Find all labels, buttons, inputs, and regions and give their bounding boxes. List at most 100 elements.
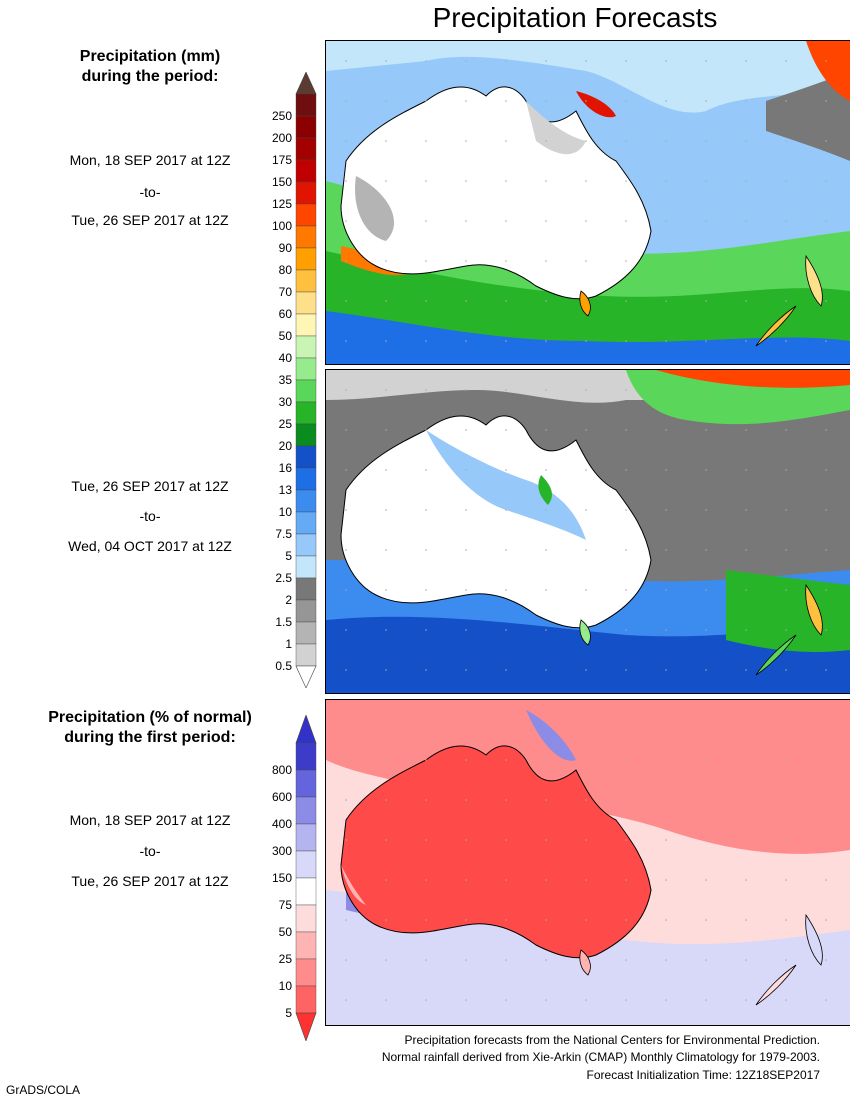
period3-sep: -to- [139, 843, 161, 859]
mm-scale-tick-label: 70 [278, 285, 292, 299]
mm-scale-tick-label: 1 [285, 637, 292, 651]
period3-start: Mon, 18 SEP 2017 at 12Z [69, 812, 231, 828]
mm-scale-bottom-cap [295, 665, 317, 689]
mm-scale-tick-label: 200 [271, 131, 292, 145]
pct-scale-tick-label: 300 [271, 844, 292, 858]
mm-scale-swatch [295, 159, 317, 183]
mm-scale-tick-label: 150 [271, 175, 292, 189]
pct-scale-swatch [295, 823, 317, 852]
mm-scale-tick-label: 7.5 [275, 527, 292, 541]
period1-end: Tue, 26 SEP 2017 at 12Z [71, 212, 229, 228]
mm-scale-tick-label: 50 [278, 329, 292, 343]
pct-scale-tick-label: 75 [278, 898, 292, 912]
mm-scale-tick-label: 0.5 [275, 659, 292, 673]
mm-scale-swatch [295, 313, 317, 337]
period2-start: Tue, 26 SEP 2017 at 12Z [71, 478, 229, 494]
percent-heading-line1: Precipitation (% of normal) [48, 709, 252, 726]
mm-scale-swatch [295, 511, 317, 535]
pct-scale-bottom-cap [295, 1012, 317, 1042]
percent-heading-line2: during the first period: [64, 729, 236, 746]
footer-normal: Normal rainfall derived from Xie-Arkin (… [381, 1050, 820, 1064]
mm-scale-tick-label: 30 [278, 395, 292, 409]
credit-text: GrADS/COLA [6, 1083, 81, 1097]
pct-scale-tick-label: 800 [271, 763, 292, 777]
mm-scale-tick-label: 1.5 [275, 615, 292, 629]
period3-end: Tue, 26 SEP 2017 at 12Z [71, 873, 229, 889]
pct-scale-swatch [295, 796, 317, 825]
mm-scale-tick-label: 25 [278, 417, 292, 431]
period2-end: Wed, 04 OCT 2017 at 12Z [68, 538, 232, 554]
pct-scale-swatch [295, 985, 317, 1014]
mm-scale-swatch [295, 599, 317, 623]
forecast-map-period2 [325, 369, 850, 694]
percent-heading: Precipitation (% of normal) during the f… [0, 708, 300, 748]
mm-scale-swatch [295, 555, 317, 579]
footer-init-time: Forecast Initialization Time: 12Z18SEP20… [586, 1068, 820, 1082]
forecast-map-period2-graphic [326, 370, 850, 693]
percent-normal-map [325, 699, 850, 1026]
mm-scale-tick-label: 40 [278, 351, 292, 365]
pct-scale-top-cap [295, 714, 317, 744]
mm-scale-swatch [295, 467, 317, 491]
mm-scale-tick-label: 5 [285, 549, 292, 563]
mm-scale-swatch [295, 247, 317, 271]
mm-scale-tick-label: 90 [278, 241, 292, 255]
amount-heading: Precipitation (mm) during the period: [0, 47, 300, 87]
mm-scale-swatch [295, 533, 317, 557]
pct-scale-swatch [295, 769, 317, 798]
mm-scale-swatch [295, 621, 317, 645]
mm-scale-tick-label: 35 [278, 373, 292, 387]
percent-normal-map-graphic [326, 700, 850, 1025]
mm-scale-tick-label: 175 [271, 153, 292, 167]
page-title: Precipitation Forecasts [432, 2, 718, 33]
mm-scale-swatch [295, 203, 317, 227]
pct-scale-tick-label: 150 [271, 871, 292, 885]
mm-scale-tick-label: 250 [271, 109, 292, 123]
mm-scale-tick-label: 80 [278, 263, 292, 277]
amount-heading-line1: Precipitation (mm) [79, 48, 221, 65]
mm-scale-tick-label: 10 [278, 505, 292, 519]
mm-scale-swatch [295, 137, 317, 161]
pct-scale-tick-label: 5 [285, 1006, 292, 1020]
pct-scale-tick-label: 400 [271, 817, 292, 831]
mm-scale-swatch [295, 93, 317, 117]
pct-scale-tick-label: 50 [278, 925, 292, 939]
mm-scale-swatch [295, 225, 317, 249]
mm-scale-tick-label: 16 [278, 461, 292, 475]
pct-scale-swatch [295, 850, 317, 879]
amount-heading-line2: during the period: [81, 68, 219, 85]
mm-scale-top-cap [295, 71, 317, 95]
forecast-map-period1 [325, 40, 850, 365]
period2-sep: -to- [139, 508, 161, 524]
mm-scale-swatch [295, 643, 317, 667]
period1-start: Mon, 18 SEP 2017 at 12Z [69, 152, 231, 168]
pct-scale-tick-label: 600 [271, 790, 292, 804]
mm-scale-swatch [295, 577, 317, 601]
mm-scale-swatch [295, 269, 317, 293]
pct-scale-swatch [295, 931, 317, 960]
pct-scale-swatch [295, 877, 317, 906]
pct-scale-tick-label: 25 [278, 952, 292, 966]
mm-scale-swatch [295, 115, 317, 139]
mm-scale-swatch [295, 335, 317, 359]
mm-scale-tick-label: 2.5 [275, 571, 292, 585]
mm-scale-swatch [295, 379, 317, 403]
mm-scale-tick-label: 125 [271, 197, 292, 211]
mm-scale-tick-label: 60 [278, 307, 292, 321]
mm-scale-swatch [295, 489, 317, 513]
pct-scale-tick-label: 10 [278, 979, 292, 993]
pct-scale-bar [295, 714, 317, 1042]
mm-color-scale: 250 200 175 150 125 100 90 80 70 60 50 40 35 30 25 20 16… [250, 71, 330, 689]
mm-scale-swatch [295, 445, 317, 469]
pct-scale-swatch [295, 958, 317, 987]
mm-scale-swatch [295, 357, 317, 381]
mm-scale-swatch [295, 423, 317, 447]
mm-scale-tick-label: 13 [278, 483, 292, 497]
pct-scale-swatch [295, 904, 317, 933]
mm-scale-tick-label: 100 [271, 219, 292, 233]
mm-scale-swatch [295, 181, 317, 205]
mm-scale-swatch [295, 291, 317, 315]
period1-sep: -to- [139, 184, 161, 200]
pct-scale-swatch [295, 742, 317, 771]
forecast-map-period1-graphic [326, 41, 850, 364]
